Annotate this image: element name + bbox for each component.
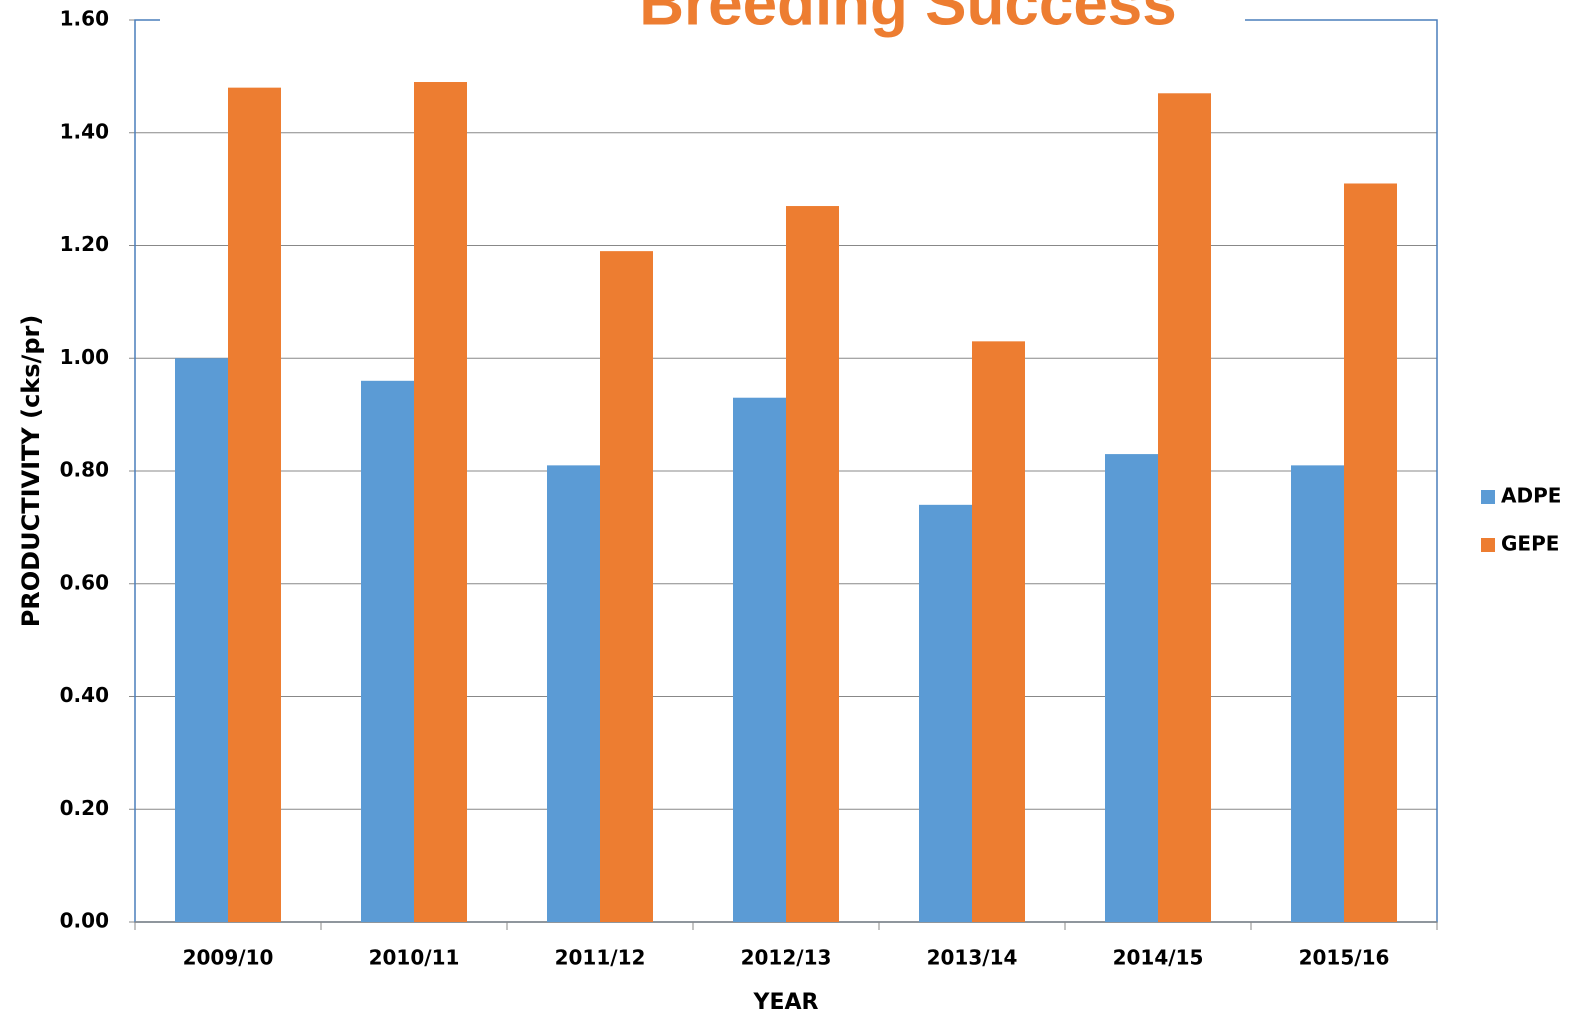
bar [414,82,467,922]
y-tick-label: 1.60 [60,7,109,31]
bar [1344,183,1397,923]
bar [972,341,1025,922]
x-axis-label: YEAR [753,990,819,1015]
x-tick-label: 2009/10 [183,946,274,970]
y-tick-label: 0.20 [60,796,109,820]
bar [1158,93,1211,923]
bar [1105,454,1158,922]
legend-label: ADPE [1501,484,1561,508]
y-tick-label: 0.40 [60,683,109,707]
bar [733,397,786,922]
x-tick-label: 2010/11 [369,946,460,970]
y-tick-label: 1.00 [60,345,109,369]
y-axis-label: PRODUCTIVITY (cks/pr) [17,315,45,628]
bar [600,251,653,922]
y-tick-label: 0.80 [60,458,109,482]
title-backdrop [160,0,1245,32]
bar [361,380,414,922]
x-tick-label: 2015/16 [1299,946,1390,970]
legend-swatch [1481,538,1495,552]
x-tick-label: 2014/15 [1113,946,1204,970]
x-tick-label: 2013/14 [927,946,1018,970]
bar [1291,465,1344,922]
legend-swatch [1481,490,1495,504]
bar [175,358,228,922]
y-tick-label: 1.40 [60,119,109,143]
bar [786,206,839,923]
bar [547,465,600,922]
bar [228,87,281,922]
x-tick-label: 2011/12 [555,946,646,970]
y-tick-label: 1.20 [60,232,109,256]
y-tick-label: 0.00 [60,909,109,933]
y-tick-label: 0.60 [60,570,109,594]
x-tick-label: 2012/13 [741,946,832,970]
bar [919,504,972,922]
chart-title: Breeding Success [639,0,1177,38]
legend-label: GEPE [1501,532,1559,556]
